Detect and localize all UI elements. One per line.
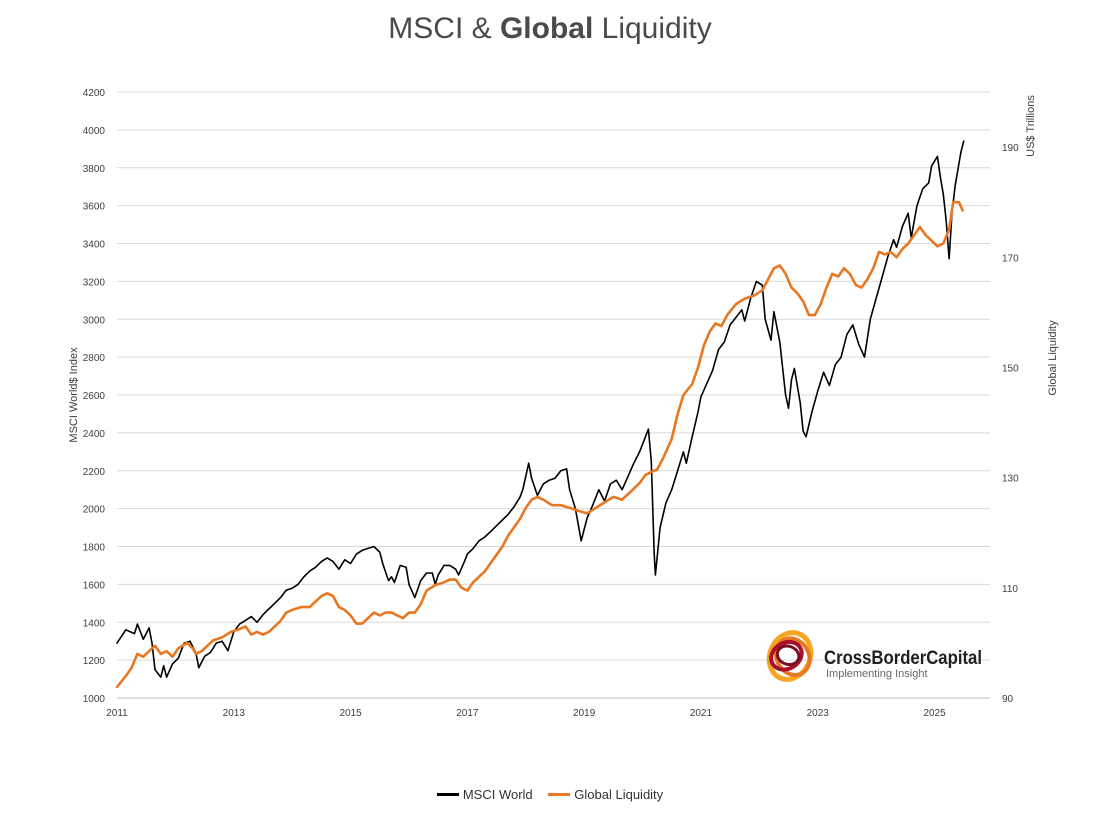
legend-swatch-liquidity	[548, 793, 571, 796]
left-tick-label: 1000	[83, 694, 106, 705]
left-tick-label: 1200	[83, 656, 106, 667]
x-tick-label: 2011	[106, 708, 128, 719]
x-tick-label: 2025	[923, 708, 946, 719]
x-tick-label: 2023	[807, 708, 830, 719]
series-line-global-liquidity	[115, 200, 964, 689]
right-tick-label: 90	[1002, 694, 1014, 705]
left-tick-label: 2000	[83, 505, 106, 516]
chart-legend: MSCI World Global Liquidity	[0, 784, 1100, 802]
left-tick-label: 4000	[83, 126, 106, 137]
left-tick-label: 1800	[83, 543, 106, 554]
left-tick-label: 2800	[83, 353, 106, 364]
right-tick-label: 150	[1002, 363, 1019, 374]
series-lines	[115, 140, 965, 689]
right-tick-label: 130	[1002, 474, 1019, 485]
logo-tagline: Implementing Insight	[826, 668, 928, 680]
x-tick-label: 2013	[223, 708, 246, 719]
left-tick-label: 1600	[83, 580, 106, 591]
chart-title: MSCI & Global Liquidity	[388, 12, 712, 45]
right-axis-unit-label: US$ Trillions	[1025, 95, 1037, 157]
right-tick-label: 190	[1002, 143, 1019, 154]
left-tick-label: 3000	[83, 315, 106, 326]
left-tick-label: 1400	[83, 618, 106, 629]
logo-swirl-icon	[766, 630, 814, 682]
gridlines	[117, 91, 990, 699]
left-tick-label: 2400	[83, 429, 106, 440]
left-tick-label: 3600	[83, 202, 106, 213]
x-tick-label: 2019	[573, 708, 596, 719]
legend-item-liquidity: Global Liquidity	[548, 787, 663, 802]
legend-item-msci: MSCI World	[436, 787, 533, 802]
x-axis-ticks: 2011 2013 2015 2017 2019 2021 2023 2025	[106, 708, 946, 719]
right-axis-label: Global Liquidity	[1047, 320, 1059, 396]
legend-label-msci: MSCI World	[462, 787, 533, 802]
left-axis-ticks: 4200 4000 3800 3600 3400 3200 3000 2800 2600 2400…	[83, 88, 106, 705]
crossborder-logo: CrossBorderCapital Implementing Insight	[766, 630, 982, 682]
left-tick-label: 3800	[83, 164, 106, 175]
series-line-msci-world	[116, 140, 965, 678]
right-tick-label: 170	[1002, 253, 1019, 264]
logo-name: CrossBorderCapital	[824, 648, 982, 669]
x-tick-label: 2021	[690, 708, 713, 719]
right-axis-ticks: 190 170 150 130 110 90	[1002, 143, 1019, 705]
x-tick-label: 2017	[456, 708, 479, 719]
left-axis-label: MSCI World$ Index	[68, 347, 80, 443]
legend-swatch-msci	[436, 793, 459, 796]
left-tick-label: 3400	[83, 240, 106, 251]
x-tick-label: 2015	[339, 708, 362, 719]
left-tick-label: 2600	[83, 391, 106, 402]
left-tick-label: 4200	[83, 88, 106, 99]
left-tick-label: 3200	[83, 277, 106, 288]
legend-label-liquidity: Global Liquidity	[574, 787, 664, 802]
left-tick-label: 2200	[83, 467, 106, 478]
right-tick-label: 110	[1002, 584, 1018, 595]
